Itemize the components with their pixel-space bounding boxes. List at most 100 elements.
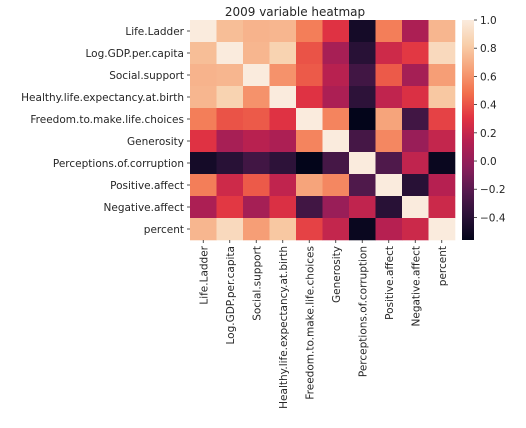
- y-tick-label: Life.Ladder: [125, 26, 184, 38]
- heatmap-cell: [243, 20, 270, 43]
- y-tick-label: Freedom.to.make.life.choices: [30, 114, 184, 126]
- colorbar-tick-label: −0.4: [480, 212, 506, 224]
- heatmap-cell: [216, 196, 244, 219]
- heatmap-cell: [375, 108, 403, 131]
- heatmap-cell: [296, 64, 323, 87]
- heatmap-cell: [428, 64, 456, 87]
- x-tick-label: Log.GDP.per.capita: [225, 246, 237, 345]
- heatmap-cell: [402, 174, 429, 197]
- colorbar-gradient: [462, 20, 474, 240]
- heatmap-cell: [322, 130, 350, 153]
- heatmap-cell: [375, 86, 403, 109]
- heatmap-cell: [243, 174, 270, 197]
- heatmap-cell: [190, 218, 217, 241]
- heatmap-cell: [322, 218, 350, 241]
- y-axis-labels: Life.Ladder Log.GDP.per.capita Social.supp…: [21, 26, 190, 236]
- x-tick-label: Negative.affect: [410, 246, 422, 326]
- colorbar: 1.0 0.8 0.6 0.4 0.2 0.0 −0.2 −0.4: [462, 15, 506, 240]
- heatmap-cell: [375, 20, 403, 43]
- heatmap-cell: [322, 174, 350, 197]
- heatmap-cell: [428, 42, 456, 65]
- x-tick-label: Positive.affect: [384, 246, 396, 320]
- heatmap-cell: [190, 108, 217, 131]
- heatmap-cell: [349, 42, 376, 65]
- heatmap-cell: [296, 108, 323, 131]
- heatmap-cell: [349, 196, 376, 219]
- heatmap-cell: [269, 152, 297, 175]
- heatmap-cell: [243, 152, 270, 175]
- heatmap-cell: [190, 174, 217, 197]
- heatmap-cell: [269, 20, 297, 43]
- heatmap-cell: [190, 152, 217, 175]
- x-axis-labels: Life.Ladder Log.GDP.per.capita Social.supp…: [198, 240, 449, 409]
- x-tick-label: Generosity: [331, 246, 343, 303]
- y-tick-label: Perceptions.of.corruption: [53, 158, 184, 170]
- heatmap-cell: [190, 130, 217, 153]
- heatmap-cells: [190, 20, 456, 241]
- y-tick-label: Positive.affect: [110, 180, 184, 192]
- heatmap-cell: [349, 174, 376, 197]
- heatmap-cell: [322, 64, 350, 87]
- heatmap-cell: [428, 108, 456, 131]
- heatmap-cell: [322, 152, 350, 175]
- y-tick-label: Negative.affect: [104, 202, 184, 214]
- heatmap-cell: [402, 42, 429, 65]
- x-tick-label: Freedom.to.make.life.choices: [304, 246, 316, 400]
- heatmap-cell: [322, 108, 350, 131]
- heatmap-cell: [269, 42, 297, 65]
- heatmap-cell: [216, 86, 244, 109]
- heatmap-cell: [349, 108, 376, 131]
- colorbar-ticks: 1.0 0.8 0.6 0.4 0.2 0.0 −0.2 −0.4: [474, 15, 506, 224]
- heatmap-cell: [375, 64, 403, 87]
- x-tick-label: percent: [437, 246, 449, 286]
- colorbar-tick-label: 0.4: [480, 100, 497, 112]
- heatmap-cell: [243, 218, 270, 241]
- heatmap-cell: [428, 174, 456, 197]
- heatmap-cell: [349, 20, 376, 43]
- heatmap-cell: [322, 196, 350, 219]
- colorbar-tick-label: 0.6: [480, 71, 497, 83]
- heatmap-cell: [243, 108, 270, 131]
- y-tick-label: Social.support: [109, 70, 184, 82]
- heatmap-cell: [296, 20, 323, 43]
- heatmap-cell: [216, 42, 244, 65]
- y-tick-label: Generosity: [127, 136, 184, 148]
- heatmap-cell: [428, 20, 456, 43]
- heatmap-cell: [296, 152, 323, 175]
- heatmap-cell: [243, 196, 270, 219]
- heatmap-cell: [349, 218, 376, 241]
- heatmap-cell: [296, 86, 323, 109]
- heatmap-cell: [402, 64, 429, 87]
- heatmap-cell: [269, 86, 297, 109]
- heatmap-cell: [216, 152, 244, 175]
- heatmap-cell: [296, 42, 323, 65]
- heatmap-cell: [375, 196, 403, 219]
- x-tick-label: Perceptions.of.corruption: [357, 246, 369, 377]
- x-tick-label: Healthy.life.expectancy.at.birth: [278, 246, 290, 409]
- heatmap-cell: [375, 152, 403, 175]
- heatmap-cell: [190, 86, 217, 109]
- heatmap-cell: [216, 130, 244, 153]
- heatmap-cell: [349, 152, 376, 175]
- heatmap-cell: [243, 64, 270, 87]
- heatmap-cell: [216, 64, 244, 87]
- heatmap-cell: [375, 174, 403, 197]
- heatmap-cell: [216, 218, 244, 241]
- heatmap-cell: [269, 130, 297, 153]
- colorbar-tick-label: 0.8: [480, 43, 497, 55]
- heatmap-cell: [428, 196, 456, 219]
- y-tick-label: percent: [144, 224, 184, 236]
- heatmap-cell: [296, 130, 323, 153]
- heatmap-cell: [402, 130, 429, 153]
- heatmap-cell: [402, 218, 429, 241]
- heatmap-cell: [216, 174, 244, 197]
- heatmap-cell: [375, 130, 403, 153]
- heatmap-cell: [269, 64, 297, 87]
- heatmap-cell: [428, 218, 456, 241]
- colorbar-tick-label: 1.0: [480, 15, 497, 27]
- heatmap-cell: [402, 86, 429, 109]
- heatmap-cell: [375, 42, 403, 65]
- heatmap-cell: [402, 152, 429, 175]
- heatmap-cell: [216, 108, 244, 131]
